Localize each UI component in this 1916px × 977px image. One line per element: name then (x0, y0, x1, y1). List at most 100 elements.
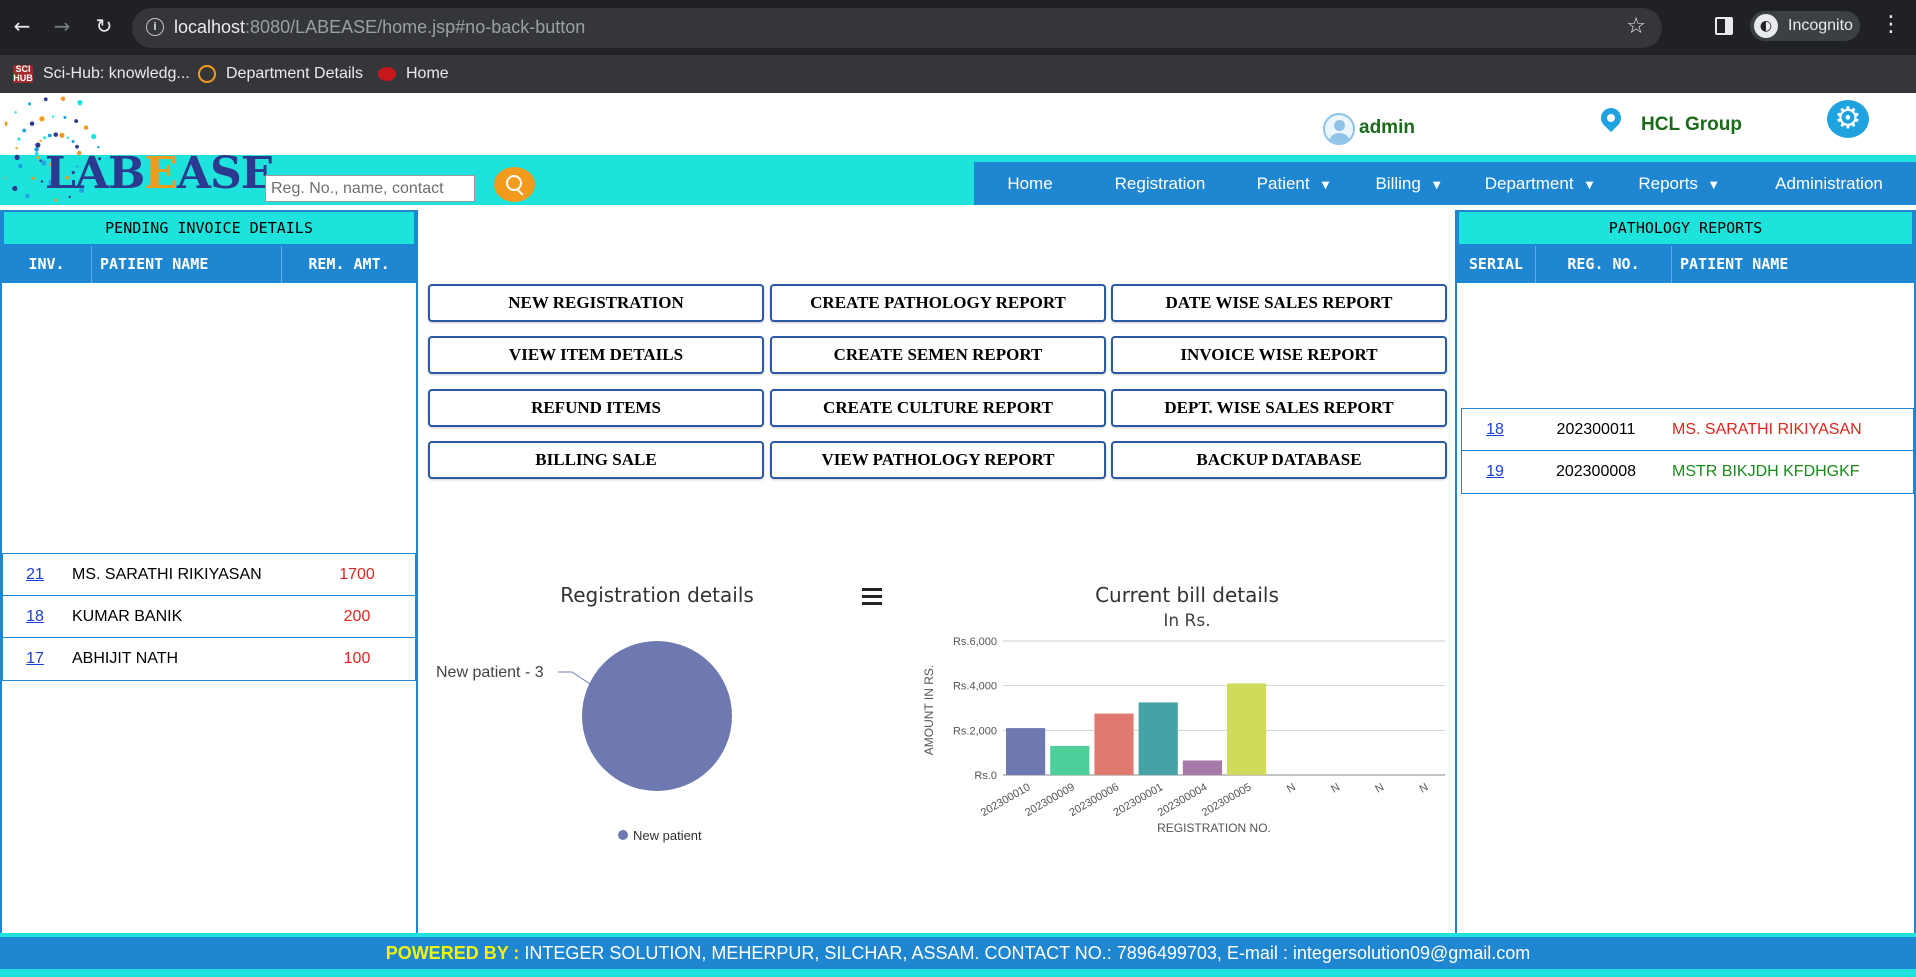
x-tick-label: 202300006 (1067, 781, 1121, 819)
forward-icon[interactable]: → (53, 14, 71, 38)
column-header: PATIENT NAME (92, 246, 282, 283)
view-item-details-button[interactable]: VIEW ITEM DETAILS (428, 336, 764, 374)
logo-dot (75, 144, 79, 149)
logo-dot (83, 125, 89, 130)
table-row[interactable]: 17 ABHIJIT NATH 100 (3, 638, 415, 680)
logo-dot (47, 133, 52, 138)
remaining-amount: 200 (343, 607, 371, 625)
logo-dot (63, 115, 67, 119)
browser-menu-icon[interactable]: ⋮ (1880, 12, 1902, 37)
bookmark-home[interactable]: Home (378, 63, 449, 85)
refund-items-button[interactable]: REFUND ITEMS (428, 389, 764, 427)
invoice-link[interactable]: 17 (26, 650, 44, 667)
serial-link[interactable]: 19 (1486, 463, 1504, 480)
pathology-reports-panel: PATHOLOGY REPORTS SERIAL REG. NO. PATIEN… (1455, 210, 1916, 935)
logo-dot (95, 168, 100, 173)
logo-dot (53, 132, 59, 137)
bookmark-scihub[interactable]: SCI HUB Sci-Hub: knowledg... (13, 63, 190, 85)
table-row[interactable]: 21 MS. SARATHI RIKIYASAN 1700 (3, 554, 415, 596)
bar-202300005[interactable] (1227, 683, 1267, 775)
nav-label: Registration (1114, 173, 1206, 193)
nav-label: Department (1484, 173, 1574, 193)
bar-202300006[interactable] (1094, 713, 1134, 775)
bar-202300004[interactable] (1182, 760, 1222, 775)
bookmark-star-icon[interactable]: ☆ (1626, 14, 1646, 39)
create-culture-report-button[interactable]: CREATE CULTURE REPORT (770, 389, 1106, 427)
pending-invoice-panel: PENDING INVOICE DETAILS INV. PATIENT NAM… (0, 210, 418, 935)
y-tick-label: Rs.6,000 (953, 636, 997, 648)
logo-dot (57, 178, 62, 184)
date-wise-sales-report-button[interactable]: DATE WISE SALES REPORT (1111, 284, 1447, 322)
bar-202300001[interactable] (1138, 702, 1178, 775)
bookmarks-bar: SCI HUB Sci-Hub: knowledg... Department D… (0, 55, 1916, 93)
create-semen-report-button[interactable]: CREATE SEMEN REPORT (770, 336, 1106, 374)
backup-database-button[interactable]: BACKUP DATABASE (1111, 441, 1447, 479)
table-row[interactable]: 18 202300011 MS. SARATHI RIKIYASAN (1462, 409, 1913, 451)
incognito-badge[interactable]: ◐ Incognito (1750, 11, 1860, 41)
url-path: :8080/LABEASE/home.jsp#no-back-button (245, 17, 586, 37)
serial-link[interactable]: 18 (1486, 420, 1504, 438)
invoice-link[interactable]: 21 (26, 565, 44, 583)
bar-202300009[interactable] (1050, 745, 1090, 775)
search-input[interactable] (265, 175, 475, 202)
invoice-wise-report-button[interactable]: INVOICE WISE REPORT (1111, 336, 1447, 374)
new-registration-button[interactable]: NEW REGISTRATION (428, 284, 764, 322)
search-button[interactable] (494, 167, 535, 202)
patient-name: MS. SARATHI RIKIYASAN (72, 565, 262, 583)
x-tick-label: N (1285, 781, 1298, 795)
panel-title: PENDING INVOICE DETAILS (2, 210, 416, 246)
billing-sale-button[interactable]: BILLING SALE (428, 441, 764, 479)
logo-dot (27, 102, 32, 106)
side-panel-icon[interactable] (1715, 17, 1733, 35)
table-row[interactable]: 19 202300008 MSTR BIKJDH KFDHGKF (1462, 451, 1913, 493)
patient-name: ABHIJIT NATH (72, 650, 179, 667)
logo-dot (24, 171, 28, 175)
reg-no: 202300008 (1555, 463, 1637, 480)
create-pathology-report-button[interactable]: CREATE PATHOLOGY REPORT (770, 284, 1106, 322)
back-icon[interactable]: ← (13, 14, 31, 38)
pie-slice-new-patient[interactable] (582, 641, 732, 791)
labease-logo-swirl (5, 96, 102, 202)
logo-dot (60, 96, 66, 101)
nav-home[interactable]: Home (974, 162, 1086, 205)
x-tick-label: 202300005 (1200, 781, 1254, 819)
logo-dot (25, 193, 30, 199)
site-info-icon[interactable]: i (146, 18, 164, 36)
footer: POWERED BY : INTEGER SOLUTION, MEHERPUR,… (0, 933, 1916, 977)
nav-department[interactable]: Department ▼ (1464, 162, 1614, 205)
nav-label: Patient (1256, 173, 1310, 193)
chart-menu-icon[interactable] (862, 588, 882, 606)
logo-dot (59, 132, 65, 138)
dept-wise-sales-report-button[interactable]: DEPT. WISE SALES REPORT (1111, 389, 1447, 427)
bar-202300010[interactable] (1006, 728, 1046, 775)
nav-registration[interactable]: Registration (1086, 162, 1234, 205)
bookmark-department-details[interactable]: Department Details (198, 63, 363, 85)
chevron-down-icon: ▼ (1321, 180, 1330, 191)
chevron-down-icon: ▼ (1432, 180, 1441, 191)
x-axis-label: REGISTRATION NO. (1157, 821, 1271, 835)
logo-dot (77, 100, 83, 106)
labease-logo[interactable]: LABEASE (45, 148, 274, 199)
x-tick-label: 202300010 (979, 781, 1033, 819)
view-pathology-report-button[interactable]: VIEW PATHOLOGY REPORT (770, 441, 1106, 479)
nav-patient[interactable]: Patient ▼ (1234, 162, 1352, 205)
logo-dot (34, 147, 39, 152)
nav-administration[interactable]: Administration (1742, 162, 1916, 205)
nav-billing[interactable]: Billing ▼ (1352, 162, 1464, 205)
user-name[interactable]: admin (1359, 117, 1415, 138)
invoice-link[interactable]: 18 (26, 607, 44, 625)
x-tick-label: 202300004 (1156, 781, 1210, 819)
panel-title: PATHOLOGY REPORTS (1457, 210, 1914, 246)
organization-name: HCL Group (1641, 114, 1742, 135)
logo-dot (97, 145, 100, 149)
nav-reports[interactable]: Reports ▼ (1614, 162, 1742, 205)
address-bar[interactable]: i localhost:8080/LABEASE/home.jsp#no-bac… (132, 8, 1662, 48)
user-avatar-icon[interactable] (1323, 113, 1355, 145)
settings-gear-icon[interactable]: ⚙ (1827, 100, 1869, 138)
logo-dot (39, 116, 45, 122)
remaining-amount: 100 (343, 650, 371, 667)
y-tick-label: Rs.4,000 (953, 681, 997, 693)
reload-icon[interactable]: ↻ (95, 14, 113, 38)
legend-label[interactable]: New patient (633, 828, 702, 843)
table-row[interactable]: 18 KUMAR BANIK 200 (3, 596, 415, 638)
